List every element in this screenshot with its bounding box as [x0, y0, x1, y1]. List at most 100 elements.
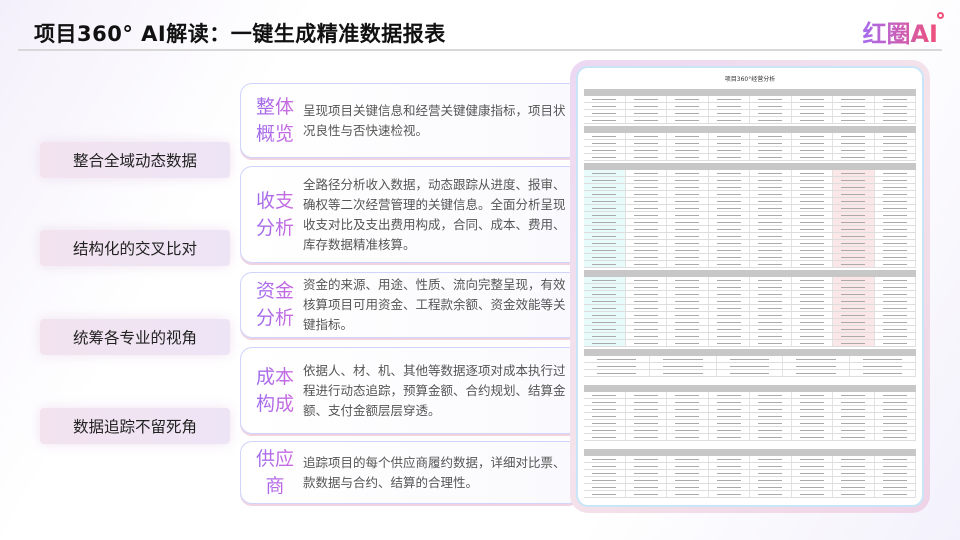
report-cell	[667, 226, 709, 232]
report-cell	[709, 240, 750, 246]
report-cell	[875, 170, 916, 176]
report-row	[584, 284, 916, 291]
report-cell	[875, 477, 916, 483]
report-cell	[584, 117, 626, 123]
report-cell	[875, 212, 916, 218]
feature-pill: 结构化的交叉比对	[40, 230, 230, 266]
report-cell	[750, 312, 792, 318]
report-cell	[875, 399, 916, 405]
report-cell	[626, 254, 667, 260]
report-cell	[626, 133, 667, 139]
report-cell	[792, 103, 833, 109]
brand-logo: 红圈AI	[862, 14, 938, 49]
report-cell	[750, 96, 792, 102]
report-cell	[875, 340, 916, 346]
report-cell	[833, 326, 875, 332]
report-cell	[875, 305, 916, 311]
report-row	[584, 205, 916, 212]
report-cell	[709, 434, 750, 440]
report-row	[584, 261, 916, 268]
report-cell	[875, 491, 916, 497]
report-cell	[833, 177, 875, 183]
report-section-header	[584, 163, 916, 170]
report-cell	[750, 406, 792, 412]
report-cell	[667, 198, 709, 204]
report-cell	[750, 219, 792, 225]
report-cell	[709, 277, 750, 283]
report-cell	[792, 305, 833, 311]
report-cell	[584, 110, 626, 116]
report-cell	[626, 399, 667, 405]
report-cell	[584, 456, 626, 462]
report-cell	[750, 491, 792, 497]
report-cell	[650, 370, 717, 376]
report-cell	[709, 198, 750, 204]
report-cell	[584, 363, 651, 369]
report-section-header	[584, 126, 916, 133]
report-cell	[792, 413, 833, 419]
report-cell	[750, 240, 792, 246]
report-cell	[709, 170, 750, 176]
report-cell	[792, 463, 833, 469]
report-cell	[833, 392, 875, 398]
report-cell	[626, 147, 667, 153]
report-cell	[667, 170, 709, 176]
report-cell	[584, 103, 626, 109]
report-cell	[875, 96, 916, 102]
report-row	[584, 184, 916, 191]
report-cell	[667, 247, 709, 253]
report-cell	[626, 233, 667, 239]
report-cell	[750, 340, 792, 346]
report-cell	[833, 212, 875, 218]
report-cell	[626, 226, 667, 232]
report-cell	[875, 133, 916, 139]
report-cell	[626, 456, 667, 462]
card-funds: 资金分析 资金的来源、用途、性质、流向完整呈现，有效核算项目可用资金、工程款余额…	[240, 272, 580, 338]
report-cell	[833, 312, 875, 318]
report-cell	[833, 406, 875, 412]
report-cell	[584, 233, 626, 239]
report-cell	[750, 420, 792, 426]
report-cell	[667, 392, 709, 398]
report-cell	[833, 240, 875, 246]
report-cell	[750, 484, 792, 490]
report-cell	[626, 477, 667, 483]
report-cell	[667, 177, 709, 183]
report-cell	[875, 427, 916, 433]
report-row	[584, 370, 917, 377]
report-cell	[626, 110, 667, 116]
report-cell	[875, 226, 916, 232]
report-cell	[875, 463, 916, 469]
report-cell	[667, 184, 709, 190]
report-cell	[750, 319, 792, 325]
report-cell	[792, 133, 833, 139]
report-cell	[709, 212, 750, 218]
card-title: 整体概览	[241, 94, 303, 148]
report-cell	[584, 191, 626, 197]
report-cell	[833, 491, 875, 497]
report-cell	[875, 298, 916, 304]
report-cell	[750, 117, 792, 123]
report-row	[584, 305, 916, 312]
card-supplier: 供应商 追踪项目的每个供应商履约数据，详细对比票、款数据与合约、结算的合理性。	[240, 441, 580, 504]
report-cell	[875, 247, 916, 253]
card-title: 收支分析	[241, 188, 303, 242]
report-cell	[650, 356, 717, 362]
report-cell	[833, 319, 875, 325]
report-cell	[709, 291, 750, 297]
report-cell	[667, 463, 709, 469]
report-preview-frame: 项目360°经营分析	[570, 60, 930, 513]
report-cell	[875, 413, 916, 419]
report-cell	[626, 291, 667, 297]
report-cell	[709, 319, 750, 325]
report-cell	[875, 177, 916, 183]
report-cell	[667, 484, 709, 490]
report-cell	[626, 298, 667, 304]
report-cell	[709, 191, 750, 197]
report-cell	[792, 140, 833, 146]
report-cell	[626, 326, 667, 332]
report-cell	[833, 420, 875, 426]
report-cell	[709, 326, 750, 332]
report-cell	[667, 326, 709, 332]
report-cell	[584, 177, 626, 183]
